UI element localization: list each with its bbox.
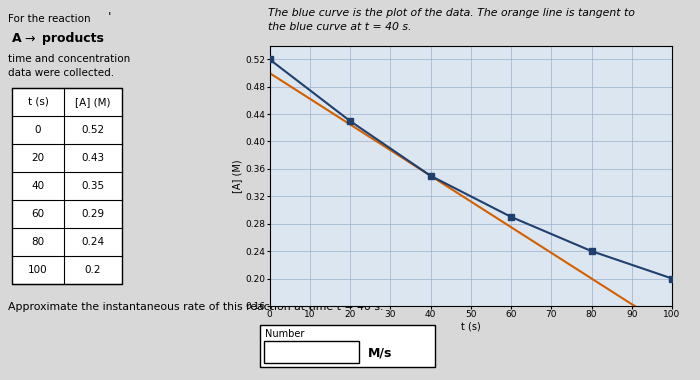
Text: 80: 80 [32,237,45,247]
Text: M/s: M/s [368,347,393,359]
Y-axis label: [A] (M): [A] (M) [232,159,242,193]
Text: t (s): t (s) [27,97,48,107]
Text: For the reaction: For the reaction [8,14,90,24]
Text: 0.43: 0.43 [81,153,104,163]
Text: time and concentration
data were collected.: time and concentration data were collect… [8,54,130,78]
Text: 0.29: 0.29 [81,209,104,219]
Text: 40: 40 [32,181,45,191]
Text: →: → [24,33,34,46]
X-axis label: t (s): t (s) [461,322,481,332]
Text: Approximate the instantaneous rate of this reaction at time t = 40 s.: Approximate the instantaneous rate of th… [8,302,384,312]
Text: A: A [12,32,22,45]
Text: 60: 60 [32,209,45,219]
Text: 0.24: 0.24 [81,237,104,247]
Text: 20: 20 [32,153,45,163]
Text: 0: 0 [35,125,41,135]
Text: 0.2: 0.2 [85,265,102,275]
Bar [260,325,435,367]
Bar [12,88,122,284]
Text: 0.35: 0.35 [81,181,104,191]
Text: Number: Number [265,329,304,339]
Text: [A] (M): [A] (M) [76,97,111,107]
Text: 100: 100 [28,265,48,275]
Text: ': ' [108,11,111,24]
Text: The blue curve is the plot of the data. The orange line is tangent to
the blue c: The blue curve is the plot of the data. … [268,8,635,32]
Text: products: products [42,32,104,45]
Bar [264,341,359,363]
Text: 0.52: 0.52 [81,125,104,135]
